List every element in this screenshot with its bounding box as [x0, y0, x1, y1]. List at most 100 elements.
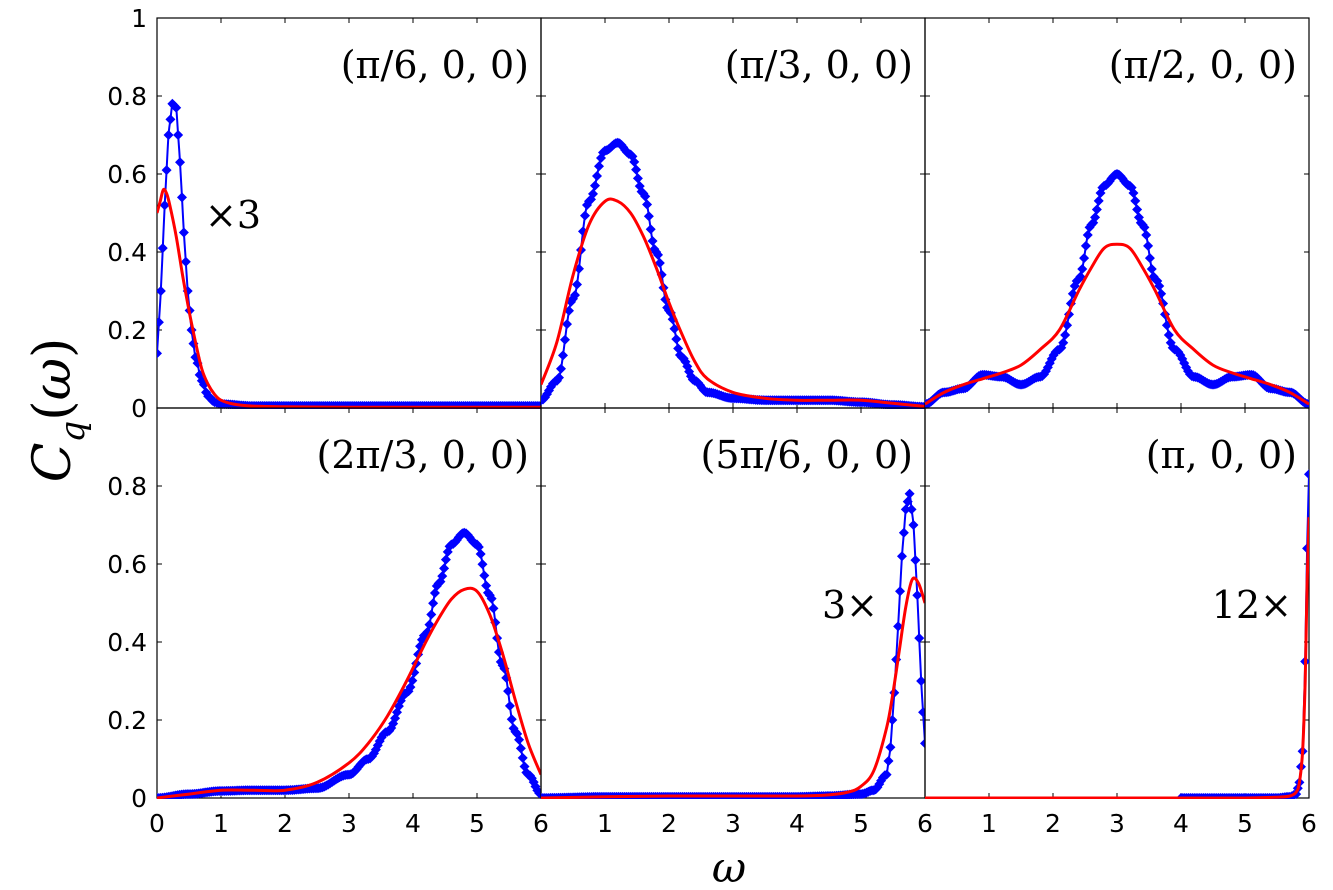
- data-point-marker: [631, 164, 642, 175]
- data-point-marker: [477, 559, 488, 570]
- data-point-marker: [488, 603, 499, 614]
- data-point-marker: [1058, 337, 1069, 348]
- data-point-marker: [440, 554, 451, 565]
- data-point-marker: [517, 752, 528, 763]
- data-point-marker: [883, 755, 894, 766]
- data-point-marker: [671, 334, 682, 345]
- x-tick-label: 2: [1045, 809, 1061, 838]
- y-axis-title-main: C: [23, 442, 83, 482]
- x-tick-label: 3: [341, 809, 357, 838]
- panel-label: (π, 0, 0): [1146, 433, 1297, 477]
- data-point-marker: [473, 542, 484, 553]
- data-point-marker: [1079, 253, 1090, 264]
- data-point-marker: [592, 170, 602, 181]
- data-point-marker: [171, 102, 182, 113]
- data-point-marker: [1080, 240, 1091, 251]
- data-point-marker: [1146, 264, 1157, 275]
- data-point-marker: [486, 593, 497, 604]
- data-point-marker: [654, 258, 665, 269]
- plot-area: [541, 488, 925, 799]
- data-point-marker: [1091, 204, 1102, 215]
- red-curve-series: [157, 586, 541, 799]
- data-point-marker: [157, 317, 164, 328]
- data-point-marker: [881, 769, 892, 780]
- data-point-marker: [1144, 253, 1155, 264]
- plot-area: [157, 98, 541, 409]
- panel-4: (2π/3, 0, 0): [156, 407, 542, 799]
- data-point-marker: [906, 504, 917, 515]
- x-tick-label: 6: [917, 809, 933, 838]
- data-point-marker: [407, 675, 418, 686]
- plot-area: [925, 469, 1309, 799]
- data-point-marker: [893, 621, 904, 632]
- data-point-marker: [165, 114, 176, 125]
- data-point-marker: [157, 243, 168, 254]
- panels-layer: (π/6, 0, 0) ×3 (π/3, 0, 0) (π/2, 0, 0) (2π/3…: [107, 4, 1317, 838]
- y-axis-title-omega: ω: [23, 358, 83, 400]
- x-tick-label: 4: [789, 809, 805, 838]
- blue-marker-group: [541, 137, 925, 409]
- x-tick-label: 0: [149, 809, 165, 838]
- panel-label: (π/6, 0, 0): [341, 43, 529, 87]
- blue-marker-group: [1176, 469, 1309, 799]
- data-point-marker: [632, 173, 643, 184]
- data-point-marker: [515, 743, 526, 754]
- scale-factor-label: 12×: [1212, 583, 1292, 627]
- x-axis-title: ω: [712, 843, 746, 890]
- x-tick-label: 3: [725, 809, 741, 838]
- y-tick-label: 0.2: [107, 316, 147, 345]
- data-point-marker: [645, 224, 656, 235]
- x-tick-label: 2: [277, 809, 293, 838]
- scale-factor-label: ×3: [205, 193, 261, 237]
- x-tick-label: 6: [533, 809, 549, 838]
- data-point-marker: [479, 570, 490, 581]
- data-point-marker: [514, 734, 525, 745]
- y-axis-title-paren-close: ): [23, 338, 83, 358]
- y-tick-label: 0.6: [107, 550, 147, 579]
- data-point-marker: [178, 227, 189, 238]
- data-point-marker: [1090, 212, 1101, 223]
- data-point-marker: [902, 496, 913, 507]
- data-point-marker: [1141, 229, 1152, 240]
- y-axis-title-sub: q: [53, 421, 93, 443]
- blue-line-series: [157, 102, 541, 408]
- data-point-marker: [1304, 469, 1309, 480]
- data-point-marker: [506, 714, 517, 725]
- data-point-marker: [642, 199, 653, 210]
- x-tick-label: 5: [469, 809, 485, 838]
- data-point-marker: [558, 350, 568, 361]
- data-point-marker: [916, 676, 925, 686]
- red-curve-series: [925, 517, 1309, 799]
- data-point-marker: [428, 598, 439, 609]
- panel-label: (π/3, 0, 0): [725, 43, 913, 87]
- data-point-marker: [895, 586, 906, 597]
- x-tick-label: 3: [1109, 809, 1125, 838]
- panel-2: (π/3, 0, 0): [540, 17, 926, 409]
- data-point-marker: [885, 742, 896, 753]
- blue-marker-group: [925, 169, 1309, 409]
- blue-line-series: [541, 141, 925, 408]
- data-point-marker: [896, 551, 907, 562]
- y-tick-label: 0.2: [107, 706, 147, 735]
- data-point-marker: [1077, 264, 1088, 275]
- data-point-marker: [429, 588, 440, 599]
- data-point-marker: [1075, 271, 1086, 282]
- data-point-marker: [914, 633, 925, 644]
- data-point-marker: [159, 200, 170, 211]
- data-point-marker: [556, 363, 566, 374]
- y-axis-title: Cq(ω): [23, 338, 93, 483]
- blue-marker-group: [541, 488, 925, 799]
- data-point-marker: [560, 334, 570, 345]
- data-point-marker: [157, 348, 162, 359]
- y-tick-label: 0.4: [107, 238, 147, 267]
- y-tick-label: 0: [131, 394, 147, 423]
- data-point-marker: [1128, 188, 1139, 199]
- data-point-marker: [908, 520, 919, 530]
- blue-marker-group: [157, 527, 541, 799]
- data-point-marker: [594, 161, 604, 172]
- data-point-marker: [554, 372, 564, 383]
- x-tick-label: 1: [981, 809, 997, 838]
- panel-label: (π/2, 0, 0): [1109, 43, 1297, 87]
- blue-line-series: [541, 492, 925, 799]
- data-point-marker: [504, 700, 515, 711]
